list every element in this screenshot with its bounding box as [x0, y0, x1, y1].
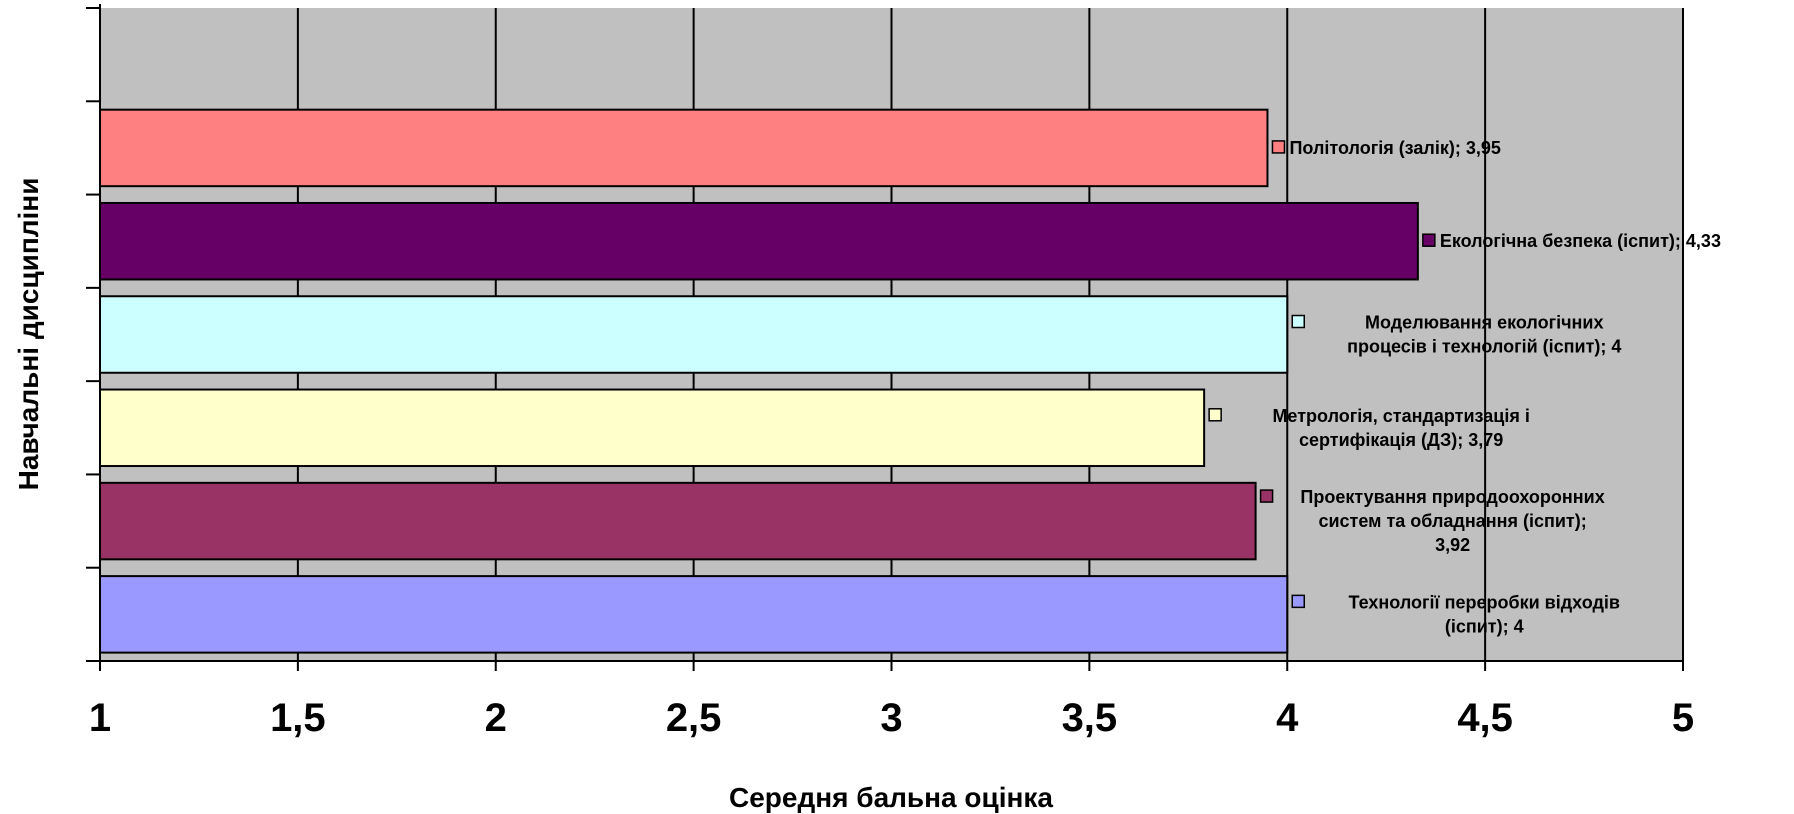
bar [99, 108, 1269, 188]
legend-key [1259, 489, 1274, 503]
data-label: Політологія (залік); 3,95 [1289, 138, 1500, 158]
x-tick-label: 5 [1672, 696, 1694, 740]
bar [99, 388, 1206, 468]
legend-key [1291, 594, 1305, 609]
x-tick-label: 1 [89, 696, 111, 740]
data-label: процесів і технологій (іспит); 4 [1347, 337, 1621, 357]
data-label: систем та обладнання (іспит); [1318, 511, 1586, 531]
bar [99, 575, 1289, 654]
legend-key [1208, 408, 1222, 422]
bar [99, 481, 1257, 561]
x-tick-labels: 1 1,5 2 2,5 3 3,5 4 4,5 5 [89, 696, 1694, 740]
x-tick-label: 2 [485, 696, 507, 740]
bars [99, 108, 1419, 654]
legend-key [1291, 314, 1305, 329]
data-labels: Технології переробки відходів (іспит); 4 П… [1208, 138, 1721, 636]
x-tick-label: 2,5 [666, 696, 722, 740]
x-tick-label: 1,5 [270, 696, 326, 740]
legend-key [1271, 140, 1286, 154]
bar [99, 295, 1289, 374]
data-label: Екологічна безпека (іспит); 4,33 [1440, 231, 1721, 251]
bar [99, 201, 1419, 281]
legend-key [1422, 233, 1436, 247]
x-axis-title: Середня бальна оцінка [729, 782, 1053, 813]
x-tick-label: 4 [1276, 696, 1299, 740]
y-axis-title: Навчальні дисципліни [13, 178, 44, 491]
data-label: Проектування природоохоронних [1300, 487, 1604, 507]
x-tick-label: 3 [880, 696, 902, 740]
data-label: (іспит); 4 [1445, 616, 1524, 636]
data-label: Технології переробки відходів [1349, 592, 1620, 612]
axes [86, 4, 1684, 671]
data-label: Метрологія, стандартизація і [1272, 406, 1529, 426]
x-tick-label: 3,5 [1062, 696, 1118, 740]
data-label: сертифікація (ДЗ); 3,79 [1299, 430, 1503, 450]
data-label: Моделювання екологічних [1365, 313, 1604, 333]
data-label: 3,92 [1435, 535, 1470, 555]
x-tick-label: 4,5 [1457, 696, 1513, 740]
